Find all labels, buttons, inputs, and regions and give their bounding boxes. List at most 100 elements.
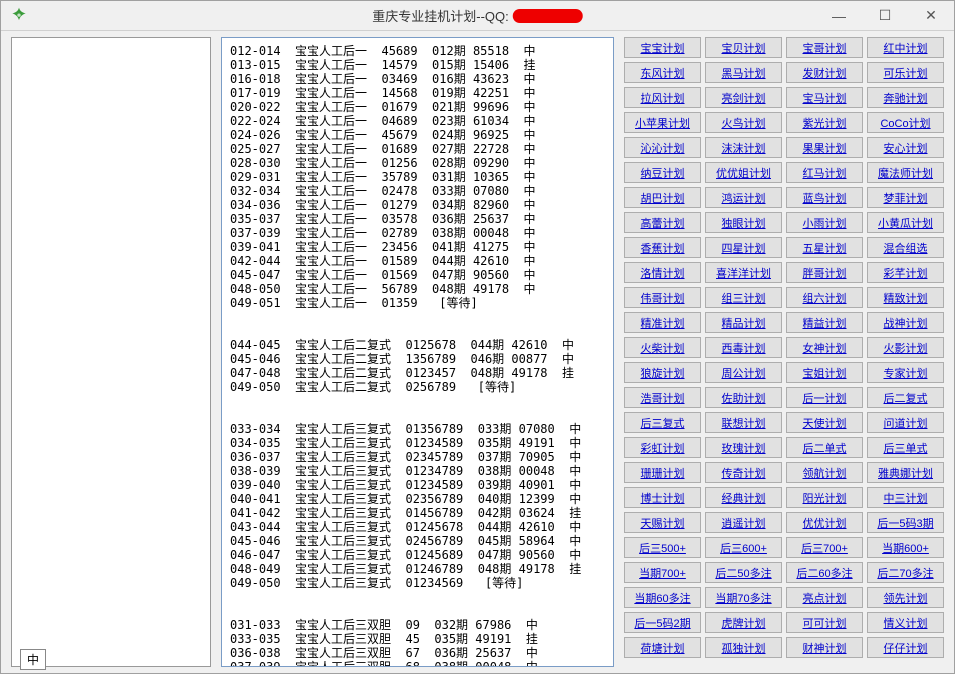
plan-button[interactable]: 战神计划 — [867, 312, 944, 333]
plan-button[interactable]: 魔法师计划 — [867, 162, 944, 183]
plan-button[interactable]: 专家计划 — [867, 362, 944, 383]
plan-button[interactable]: 后三500+ — [624, 537, 701, 558]
plan-button[interactable]: 后一5码3期 — [867, 512, 944, 533]
plan-button[interactable]: 洛情计划 — [624, 262, 701, 283]
plan-button[interactable]: 天使计划 — [786, 412, 863, 433]
plan-button[interactable]: 财神计划 — [786, 637, 863, 658]
plan-button[interactable]: 后三单式 — [867, 437, 944, 458]
plan-button[interactable]: CoCo计划 — [867, 112, 944, 133]
plan-button[interactable]: 逍遥计划 — [705, 512, 782, 533]
plan-button[interactable]: 独眼计划 — [705, 212, 782, 233]
plan-button[interactable]: 联想计划 — [705, 412, 782, 433]
plan-button[interactable]: 黑马计划 — [705, 62, 782, 83]
plan-button[interactable]: 狼旋计划 — [624, 362, 701, 383]
plan-button[interactable]: 后二70多注 — [867, 562, 944, 583]
plan-button[interactable]: 伟哥计划 — [624, 287, 701, 308]
plan-button[interactable]: 领先计划 — [867, 587, 944, 608]
plan-button[interactable]: 后三600+ — [705, 537, 782, 558]
plan-button[interactable]: 发财计划 — [786, 62, 863, 83]
plan-button[interactable]: 后二60多注 — [786, 562, 863, 583]
plan-button[interactable]: 彩虹计划 — [624, 437, 701, 458]
plan-button[interactable]: 火鸟计划 — [705, 112, 782, 133]
plan-button[interactable]: 高蕾计划 — [624, 212, 701, 233]
plan-button[interactable]: 佐助计划 — [705, 387, 782, 408]
plan-button[interactable]: 红马计划 — [786, 162, 863, 183]
plan-button[interactable]: 四星计划 — [705, 237, 782, 258]
plan-button[interactable]: 沁沁计划 — [624, 137, 701, 158]
plan-button[interactable]: 孤独计划 — [705, 637, 782, 658]
plan-button[interactable]: 小黄瓜计划 — [867, 212, 944, 233]
plan-button[interactable]: 紫光计划 — [786, 112, 863, 133]
plan-button[interactable]: 红中计划 — [867, 37, 944, 58]
plan-button[interactable]: 宝哥计划 — [786, 37, 863, 58]
plan-button[interactable]: 彩芊计划 — [867, 262, 944, 283]
plan-button[interactable]: 荷塘计划 — [624, 637, 701, 658]
plan-button[interactable]: 精品计划 — [705, 312, 782, 333]
plan-button[interactable]: 领航计划 — [786, 462, 863, 483]
plan-button[interactable]: 后一计划 — [786, 387, 863, 408]
plan-button[interactable]: 组三计划 — [705, 287, 782, 308]
plan-button[interactable]: 拉风计划 — [624, 87, 701, 108]
plan-button[interactable]: 喜洋洋计划 — [705, 262, 782, 283]
plan-button[interactable]: 火柴计划 — [624, 337, 701, 358]
maximize-button[interactable]: ☐ — [862, 1, 908, 31]
plan-button[interactable]: 情义计划 — [867, 612, 944, 633]
plan-button[interactable]: 后三700+ — [786, 537, 863, 558]
plan-button[interactable]: 安心计划 — [867, 137, 944, 158]
plan-button[interactable]: 中三计划 — [867, 487, 944, 508]
plan-button[interactable]: 鸿运计划 — [705, 187, 782, 208]
plan-button[interactable]: 当期60多注 — [624, 587, 701, 608]
plan-button[interactable]: 东风计划 — [624, 62, 701, 83]
plan-button[interactable]: 精准计划 — [624, 312, 701, 333]
plan-button[interactable]: 玫瑰计划 — [705, 437, 782, 458]
plan-button[interactable]: 仔仔计划 — [867, 637, 944, 658]
plan-button[interactable]: 后二单式 — [786, 437, 863, 458]
plan-button[interactable]: 亮剑计划 — [705, 87, 782, 108]
plan-button[interactable]: 果果计划 — [786, 137, 863, 158]
plan-button[interactable]: 精致计划 — [867, 287, 944, 308]
plan-button[interactable]: 纳豆计划 — [624, 162, 701, 183]
plan-button[interactable]: 小苹果计划 — [624, 112, 701, 133]
plan-button[interactable]: 雅典娜计划 — [867, 462, 944, 483]
plan-button[interactable]: 后二复式 — [867, 387, 944, 408]
plan-button[interactable]: 女神计划 — [786, 337, 863, 358]
plan-button[interactable]: 西毒计划 — [705, 337, 782, 358]
plan-button[interactable]: 可可计划 — [786, 612, 863, 633]
plan-button[interactable]: 优优姐计划 — [705, 162, 782, 183]
plan-button[interactable]: 浩哥计划 — [624, 387, 701, 408]
close-button[interactable]: ✕ — [908, 1, 954, 31]
minimize-button[interactable]: — — [816, 1, 862, 31]
plan-button[interactable]: 胡巴计划 — [624, 187, 701, 208]
plan-button[interactable]: 当期700+ — [624, 562, 701, 583]
plan-button[interactable]: 宝贝计划 — [705, 37, 782, 58]
plan-button[interactable]: 阳光计划 — [786, 487, 863, 508]
plan-button[interactable]: 宝姐计划 — [786, 362, 863, 383]
plan-button[interactable]: 当期600+ — [867, 537, 944, 558]
plan-button[interactable]: 珊珊计划 — [624, 462, 701, 483]
plan-button[interactable]: 宝马计划 — [786, 87, 863, 108]
plan-button[interactable]: 精益计划 — [786, 312, 863, 333]
plan-button[interactable]: 组六计划 — [786, 287, 863, 308]
plan-button[interactable]: 小雨计划 — [786, 212, 863, 233]
plan-button[interactable]: 蓝鸟计划 — [786, 187, 863, 208]
plan-button[interactable]: 混合组选 — [867, 237, 944, 258]
plan-button[interactable]: 当期70多注 — [705, 587, 782, 608]
plan-button[interactable]: 五星计划 — [786, 237, 863, 258]
plan-button[interactable]: 后一5码2期 — [624, 612, 701, 633]
plan-button[interactable]: 亮点计划 — [786, 587, 863, 608]
plan-button[interactable]: 后三复式 — [624, 412, 701, 433]
plan-button[interactable]: 梦菲计划 — [867, 187, 944, 208]
plan-button[interactable]: 周公计划 — [705, 362, 782, 383]
plan-button[interactable]: 问道计划 — [867, 412, 944, 433]
plan-button[interactable]: 可乐计划 — [867, 62, 944, 83]
plan-button[interactable]: 胖哥计划 — [786, 262, 863, 283]
log-panel[interactable]: 012-014 宝宝人工后一 45689 012期 85518 中013-015… — [221, 37, 614, 667]
plan-button[interactable]: 宝宝计划 — [624, 37, 701, 58]
plan-button[interactable]: 传奇计划 — [705, 462, 782, 483]
plan-button[interactable]: 沫沫计划 — [705, 137, 782, 158]
plan-button[interactable]: 后二50多注 — [705, 562, 782, 583]
plan-button[interactable]: 虎牌计划 — [705, 612, 782, 633]
plan-button[interactable]: 优优计划 — [786, 512, 863, 533]
plan-button[interactable]: 奔驰计划 — [867, 87, 944, 108]
plan-button[interactable]: 博士计划 — [624, 487, 701, 508]
